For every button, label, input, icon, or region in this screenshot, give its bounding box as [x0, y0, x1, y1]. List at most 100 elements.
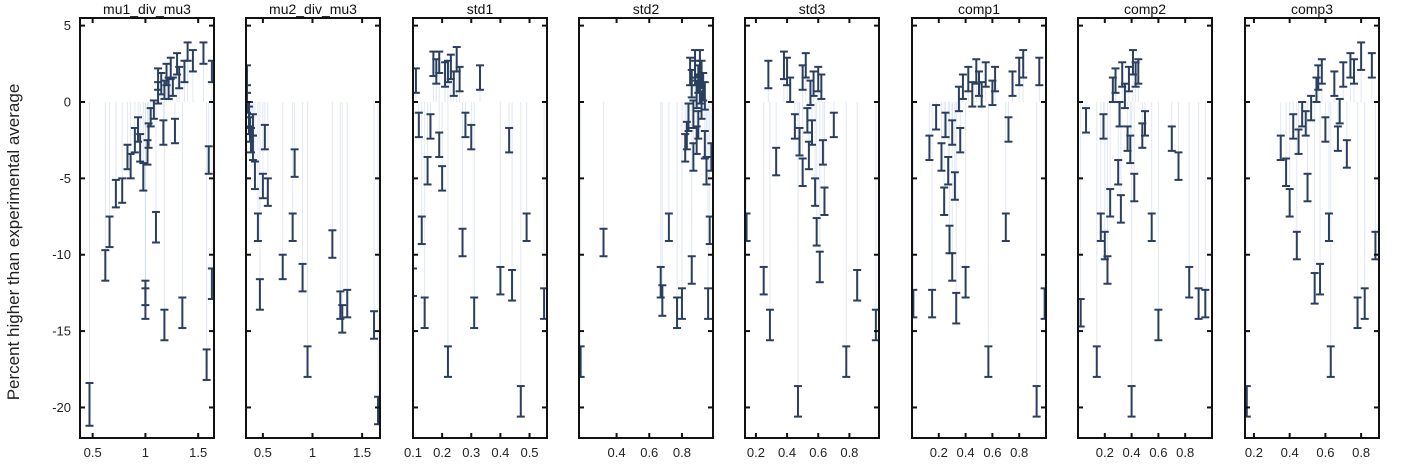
error-bar-28 — [704, 287, 713, 320]
error-bar-17 — [149, 99, 158, 120]
panel-frame — [245, 17, 381, 439]
error-bar-15 — [803, 107, 812, 134]
x-tick-label: 0.8 — [673, 445, 691, 460]
error-bar-20 — [338, 304, 347, 334]
error-bar-6 — [940, 186, 949, 217]
error-bar-11 — [795, 126, 804, 157]
error-bar-14 — [143, 139, 152, 166]
panels: 5 0 -5 -10 -15 -20 0.5 1 1.5 mu1_div_mu3 0.5 1 1.5 mu… — [52, 1, 1380, 460]
error-bar-21 — [1333, 125, 1342, 152]
error-bar-30 — [707, 142, 713, 172]
error-bar-31 — [691, 59, 700, 87]
panel-data — [413, 46, 547, 418]
panel-data — [85, 41, 214, 427]
error-bar-26 — [516, 385, 525, 418]
panel-data — [745, 50, 879, 418]
error-bar-10 — [948, 252, 957, 282]
error-bar-3 — [1282, 157, 1291, 187]
error-bar-22 — [1335, 97, 1344, 125]
error-bar-29 — [175, 65, 184, 90]
x-tick-label: 0.2 — [433, 445, 451, 460]
panel-frame — [79, 17, 215, 439]
error-bar-15 — [1316, 262, 1325, 296]
error-bar-16 — [958, 73, 967, 100]
error-bar-26 — [168, 76, 177, 97]
x-tick-label: 0.2 — [1245, 445, 1263, 460]
x-tick-label: 0.8 — [1010, 445, 1028, 460]
error-bar-33 — [1035, 56, 1044, 87]
panel-1: 5 0 -5 -10 -15 -20 0.5 1 1.5 mu1_div_mu3 — [52, 1, 215, 460]
error-bar-21 — [812, 217, 821, 247]
x-tick-label: 0.6 — [1149, 445, 1167, 460]
error-bar-23 — [981, 61, 990, 88]
error-bar-39 — [154, 67, 163, 91]
error-bar-4 — [417, 215, 426, 246]
error-bar-28 — [1004, 116, 1013, 143]
x-tick-label: 0.6 — [809, 445, 827, 460]
error-bar-29 — [853, 269, 862, 302]
error-bar-19 — [1326, 345, 1335, 378]
error-bar-27 — [522, 212, 531, 242]
error-bar-7 — [1103, 255, 1112, 285]
error-bar-31 — [1019, 49, 1028, 79]
error-bar-31 — [1194, 287, 1203, 320]
panel-data — [912, 49, 1046, 418]
error-bar-23 — [496, 265, 505, 296]
error-bar-32 — [1032, 385, 1041, 418]
error-bar-18 — [1324, 212, 1333, 242]
error-bar-19 — [968, 81, 977, 108]
error-bar-14 — [288, 212, 297, 242]
error-bar-24 — [1342, 139, 1351, 169]
error-bar-11 — [438, 165, 447, 192]
x-tick-label: 0.4 — [491, 445, 509, 460]
error-bar-29 — [1360, 287, 1369, 320]
x-tick-label: 0.6 — [640, 445, 658, 460]
error-bar-37 — [207, 267, 214, 301]
error-bar-2 — [1082, 107, 1091, 134]
error-bar-20 — [1330, 70, 1339, 97]
error-bar-20 — [467, 123, 476, 151]
error-bar-22 — [476, 64, 484, 91]
error-bar-8 — [786, 76, 795, 103]
error-bar-24 — [817, 73, 826, 100]
panel-data — [1078, 49, 1210, 418]
error-bar-1 — [413, 267, 417, 297]
error-bar-15 — [1120, 82, 1129, 110]
panel-2: 0.5 1 1.5 mu2_div_mu3 — [245, 1, 381, 460]
error-bar-20 — [811, 177, 820, 207]
error-bar-25 — [700, 130, 709, 160]
error-bar-7 — [426, 113, 435, 140]
error-bar-17 — [303, 345, 312, 378]
error-bar-12 — [1310, 272, 1319, 305]
error-bar-27 — [702, 155, 711, 186]
error-bar-8 — [1106, 188, 1115, 218]
error-bar-8 — [253, 212, 262, 242]
error-bar-11 — [948, 119, 957, 146]
error-bar-32 — [183, 41, 192, 62]
error-bar-32 — [695, 49, 704, 76]
error-bar-30 — [1367, 52, 1376, 79]
error-bar-19 — [809, 70, 818, 97]
error-bar-25 — [818, 139, 827, 166]
panel-6: 0.2 0.4 0.6 0.8 comp1 — [911, 1, 1047, 460]
error-bar-21 — [1130, 172, 1139, 203]
panel-3: 0.1 0.2 0.3 0.4 0.5 std1 — [404, 1, 548, 460]
error-bar-1 — [85, 382, 94, 427]
error-bar-10 — [793, 385, 802, 418]
error-bar-40 — [160, 79, 169, 100]
error-bar-5 — [1099, 113, 1108, 140]
error-bar-13 — [1116, 194, 1125, 224]
error-bar-12 — [1115, 101, 1124, 128]
panel-frame — [412, 17, 548, 439]
error-bar-26 — [991, 65, 1000, 93]
error-bar-25 — [166, 56, 175, 81]
error-bar-27 — [1154, 308, 1163, 342]
error-bar-30 — [1185, 265, 1194, 299]
error-bar-26 — [820, 186, 829, 217]
error-bar-38 — [207, 59, 214, 84]
error-bar-17 — [455, 65, 464, 93]
error-bar-6 — [673, 296, 682, 330]
error-bar-19 — [461, 111, 470, 139]
error-bar-6 — [423, 155, 432, 186]
error-bar-32 — [1201, 288, 1210, 319]
